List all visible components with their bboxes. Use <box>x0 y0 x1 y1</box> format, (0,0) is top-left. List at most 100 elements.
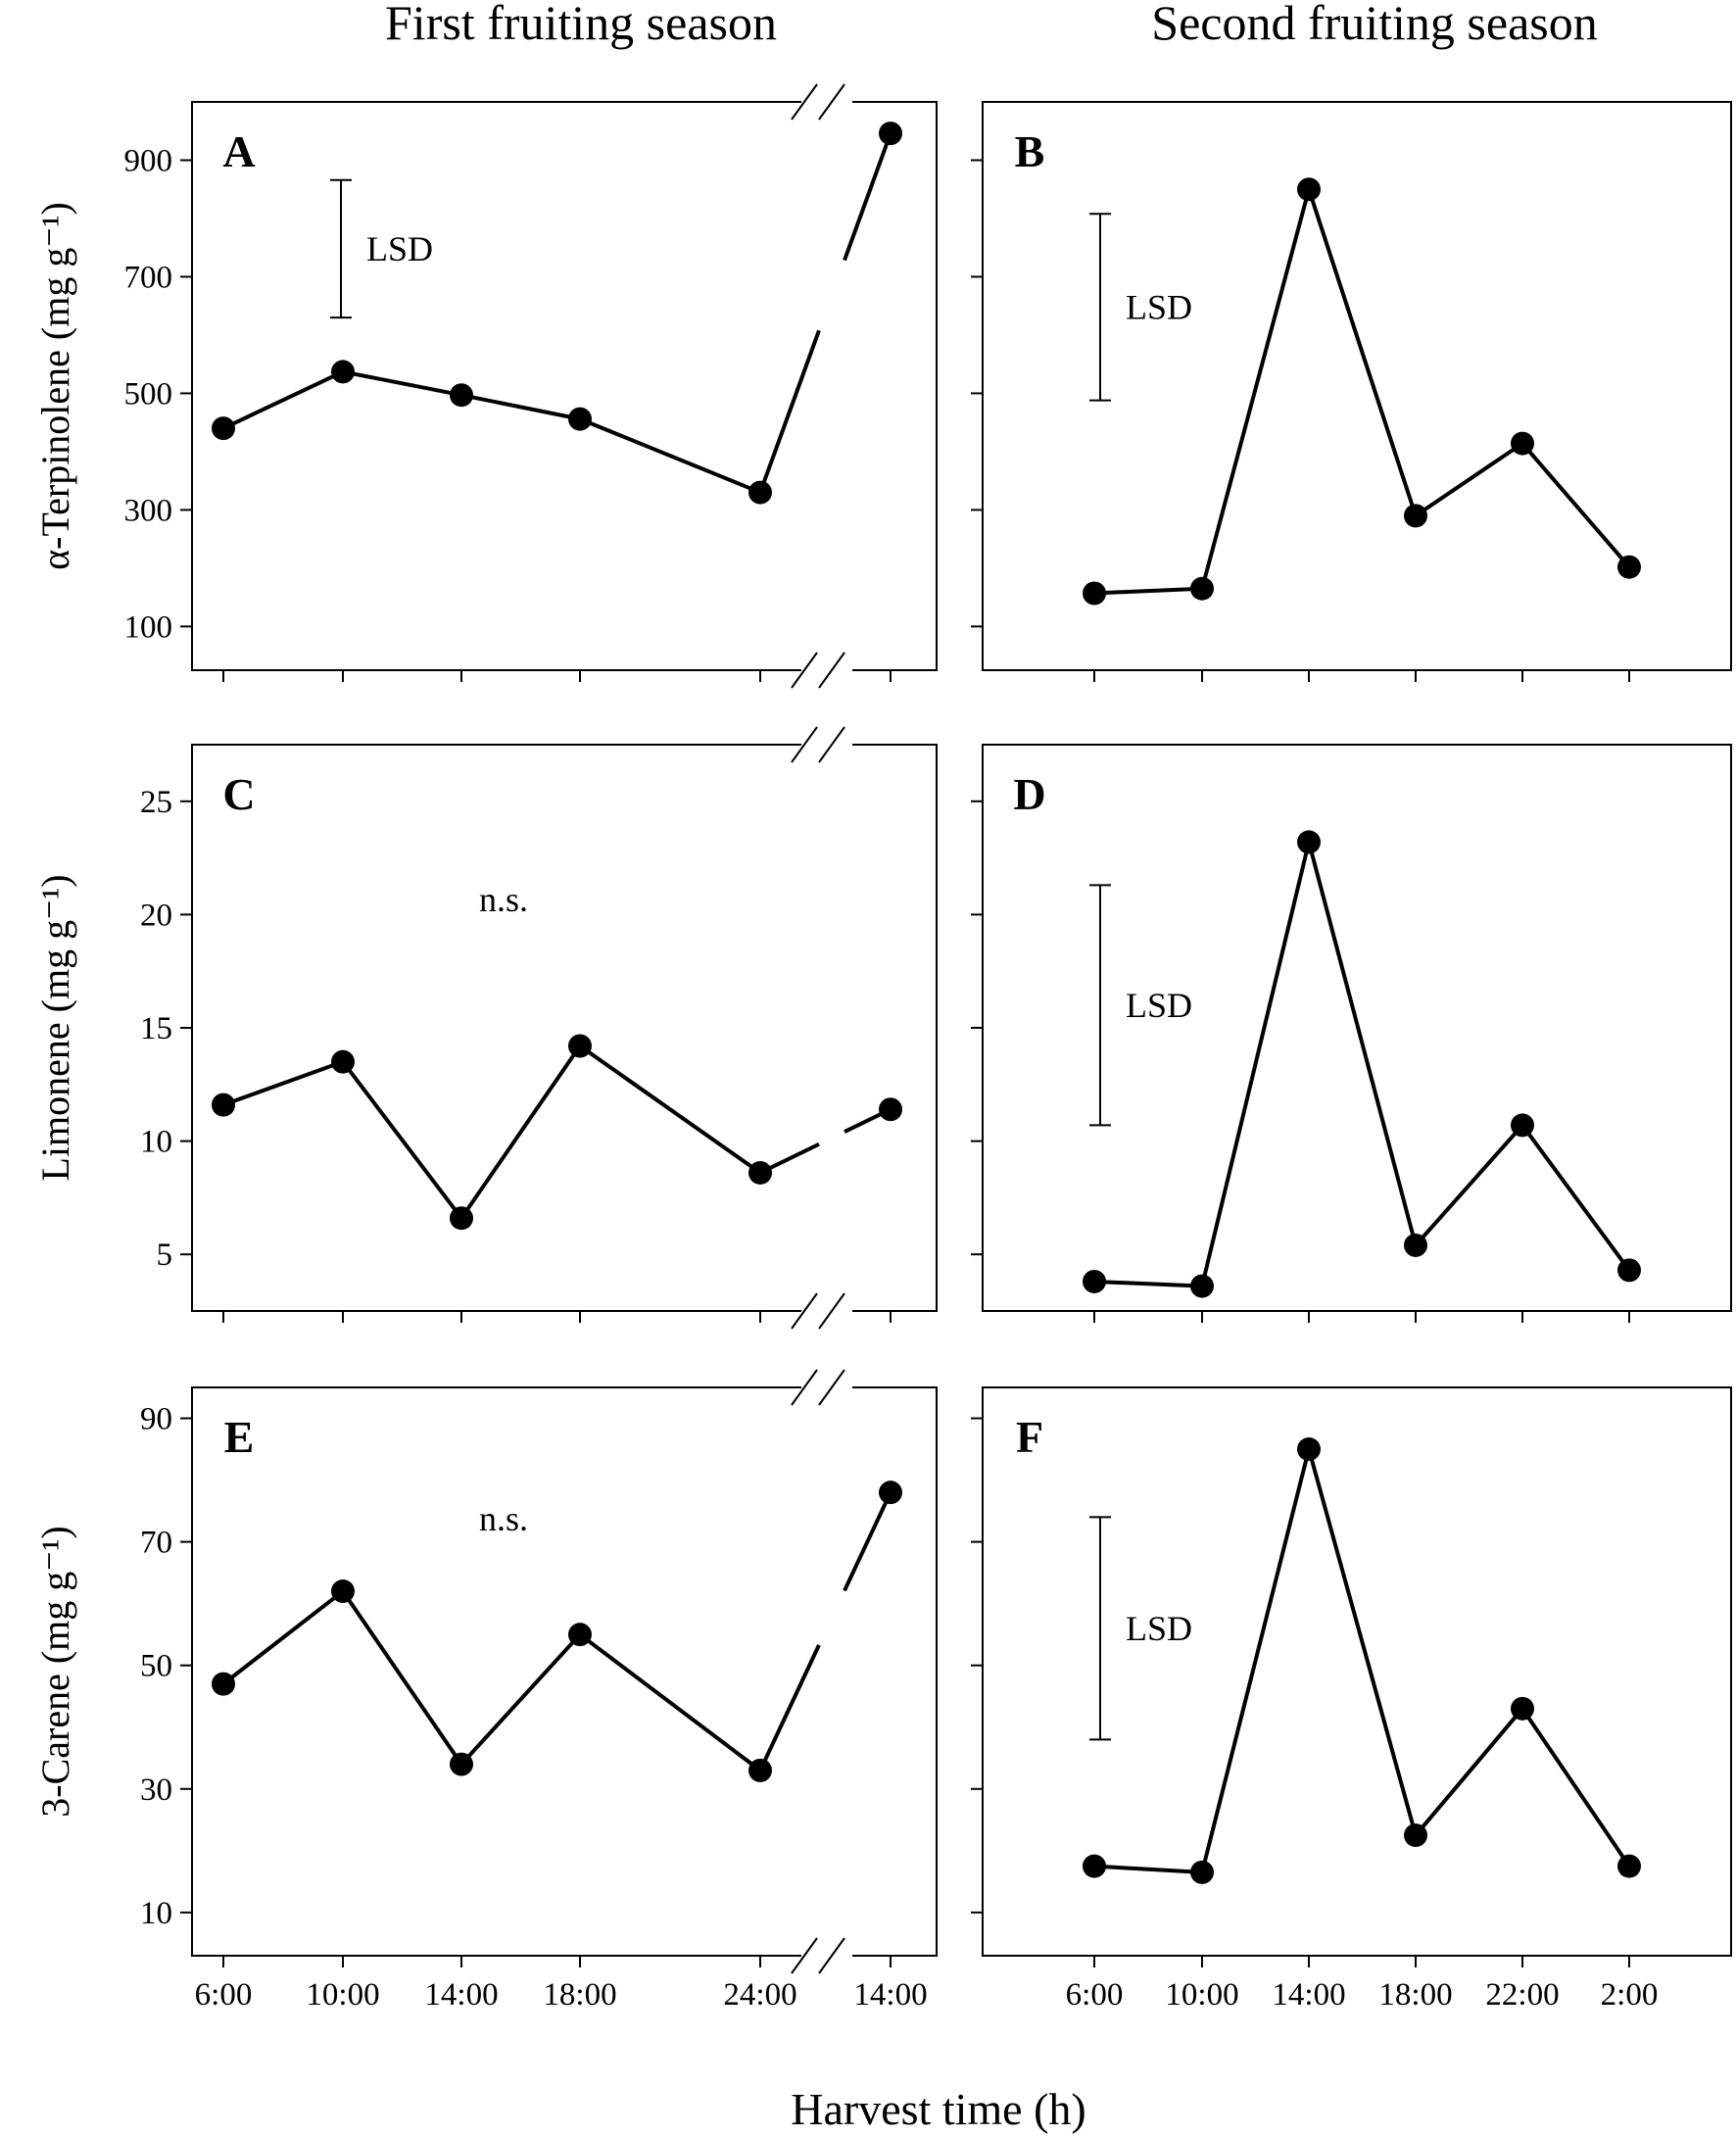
x-tick-label: 14:00 <box>424 1977 498 2013</box>
data-point <box>1083 581 1106 606</box>
data-point <box>1617 1258 1641 1283</box>
data-point <box>212 416 235 441</box>
y-tick-label: 25 <box>140 785 172 820</box>
panels: 100 300 500 700 900 α-Terpinolene (mg g⁻¹) A LS… <box>33 83 1732 2013</box>
lsd-label: LSD <box>366 229 433 268</box>
axis-break-mark <box>791 1292 818 1330</box>
column-title-first: First fruiting season <box>385 0 777 50</box>
y-tick-label: 300 <box>124 493 173 528</box>
series-line-segment <box>758 1644 821 1772</box>
axis-break-mark <box>791 1369 818 1406</box>
panel-a: 100 300 500 700 900 α-Terpinolene (mg g⁻¹) A LS… <box>33 83 938 689</box>
y-tick-label: 700 <box>124 260 173 295</box>
series-line <box>222 369 761 495</box>
panel-letter: E <box>224 1412 255 1462</box>
series-line <box>1093 1447 1631 1874</box>
data-point <box>1190 1860 1214 1884</box>
data-point <box>331 1579 355 1604</box>
x-tick-label: 10:00 <box>306 1977 379 2013</box>
data-point <box>1404 1823 1427 1848</box>
x-tick-label: 24:00 <box>723 1977 796 2013</box>
panel-letter: B <box>1015 126 1045 176</box>
data-point <box>568 1034 592 1058</box>
y-tick-label: 30 <box>140 1772 172 1808</box>
series-line <box>1093 840 1631 1288</box>
axis-break-mark <box>818 726 845 763</box>
series-line-segment <box>843 1491 892 1592</box>
panel-letter: D <box>1013 769 1045 819</box>
data-point <box>879 121 902 146</box>
data-point <box>450 1206 473 1231</box>
lsd-label: LSD <box>1126 1609 1192 1648</box>
plot-frame <box>191 101 938 671</box>
axis-break-mark <box>818 83 845 121</box>
panel-letter: A <box>222 126 255 176</box>
y-tick-label: 90 <box>140 1402 172 1437</box>
y-tick-label: 15 <box>140 1011 172 1046</box>
y-tick-label: 10 <box>140 1125 172 1160</box>
y-axis-label: 3-Carene (mg g⁻¹) <box>33 1526 77 1817</box>
plot-frame <box>191 744 938 1312</box>
data-point <box>1511 431 1534 456</box>
y-tick-label: 5 <box>157 1238 173 1273</box>
x-tick-label: 14:00 <box>1272 1977 1345 2013</box>
plot-frame <box>982 1386 1732 1957</box>
series-line <box>1093 187 1631 596</box>
column-title-second: Second fruiting season <box>1151 0 1597 50</box>
data-point <box>212 1672 235 1696</box>
data-point <box>1190 576 1214 601</box>
x-tick-label: 6:00 <box>195 1977 253 2013</box>
y-tick-label: 70 <box>140 1526 172 1561</box>
data-point <box>450 383 473 408</box>
y-tick-label: 500 <box>124 376 173 412</box>
y-tick-label: 900 <box>124 143 173 178</box>
x-axis-label: Harvest time (h) <box>791 2084 1085 2134</box>
data-point <box>1297 177 1321 202</box>
x-tick-label: 10:00 <box>1165 1977 1238 2013</box>
data-point <box>1083 1269 1106 1293</box>
data-point <box>1617 1854 1641 1878</box>
axis-break-mark <box>818 1369 845 1406</box>
axis-break-mark <box>818 652 845 689</box>
panel-e: 10 30 50 70 90 6:00 10:00 14:00 18:00 24:00 14:00 3… <box>33 1369 938 2013</box>
plot-frame <box>191 1386 938 1957</box>
significance-note: n.s. <box>479 880 528 919</box>
x-tick-label: 6:00 <box>1066 1977 1124 2013</box>
y-tick-label: 100 <box>124 609 173 645</box>
data-point <box>1297 1437 1321 1462</box>
panel-letter: C <box>222 769 255 819</box>
data-point <box>1297 830 1321 854</box>
x-tick-label: 22:00 <box>1485 1977 1559 2013</box>
y-tick-label: 20 <box>140 898 172 933</box>
data-point <box>1190 1274 1214 1298</box>
axis-break-mark <box>791 726 818 763</box>
data-point <box>748 480 772 505</box>
x-tick-label: 18:00 <box>543 1977 616 2013</box>
y-axis-label: α-Terpinolene (mg g⁻¹) <box>33 202 77 570</box>
data-point <box>1083 1854 1106 1878</box>
series-line-segment <box>758 329 821 494</box>
data-point <box>568 407 592 431</box>
data-point <box>1617 555 1641 579</box>
series-line <box>222 1044 762 1221</box>
data-point <box>1404 504 1427 528</box>
axis-break-mark <box>791 83 818 121</box>
significance-note: n.s. <box>479 1499 528 1538</box>
data-point <box>748 1160 772 1185</box>
axis-break-mark <box>818 1292 845 1330</box>
data-point <box>212 1092 235 1117</box>
panel-c: 5 10 15 20 25 Limonene (mg g⁻¹) Cn.s. <box>33 726 938 1330</box>
data-point <box>1511 1696 1534 1721</box>
lsd-label: LSD <box>1126 986 1192 1025</box>
data-point <box>568 1623 592 1647</box>
y-tick-label: 50 <box>140 1649 172 1684</box>
series-line-segment <box>843 132 892 262</box>
axis-break-mark <box>791 1937 818 1974</box>
data-point <box>748 1758 772 1782</box>
panel-b: B LSD <box>971 101 1732 682</box>
panel-letter: F <box>1016 1412 1043 1462</box>
data-point <box>450 1752 473 1776</box>
x-tick-label: 18:00 <box>1378 1977 1452 2013</box>
panel-f: 6:00 10:00 14:00 18:00 22:00 2:00 F LSD <box>971 1386 1732 2013</box>
